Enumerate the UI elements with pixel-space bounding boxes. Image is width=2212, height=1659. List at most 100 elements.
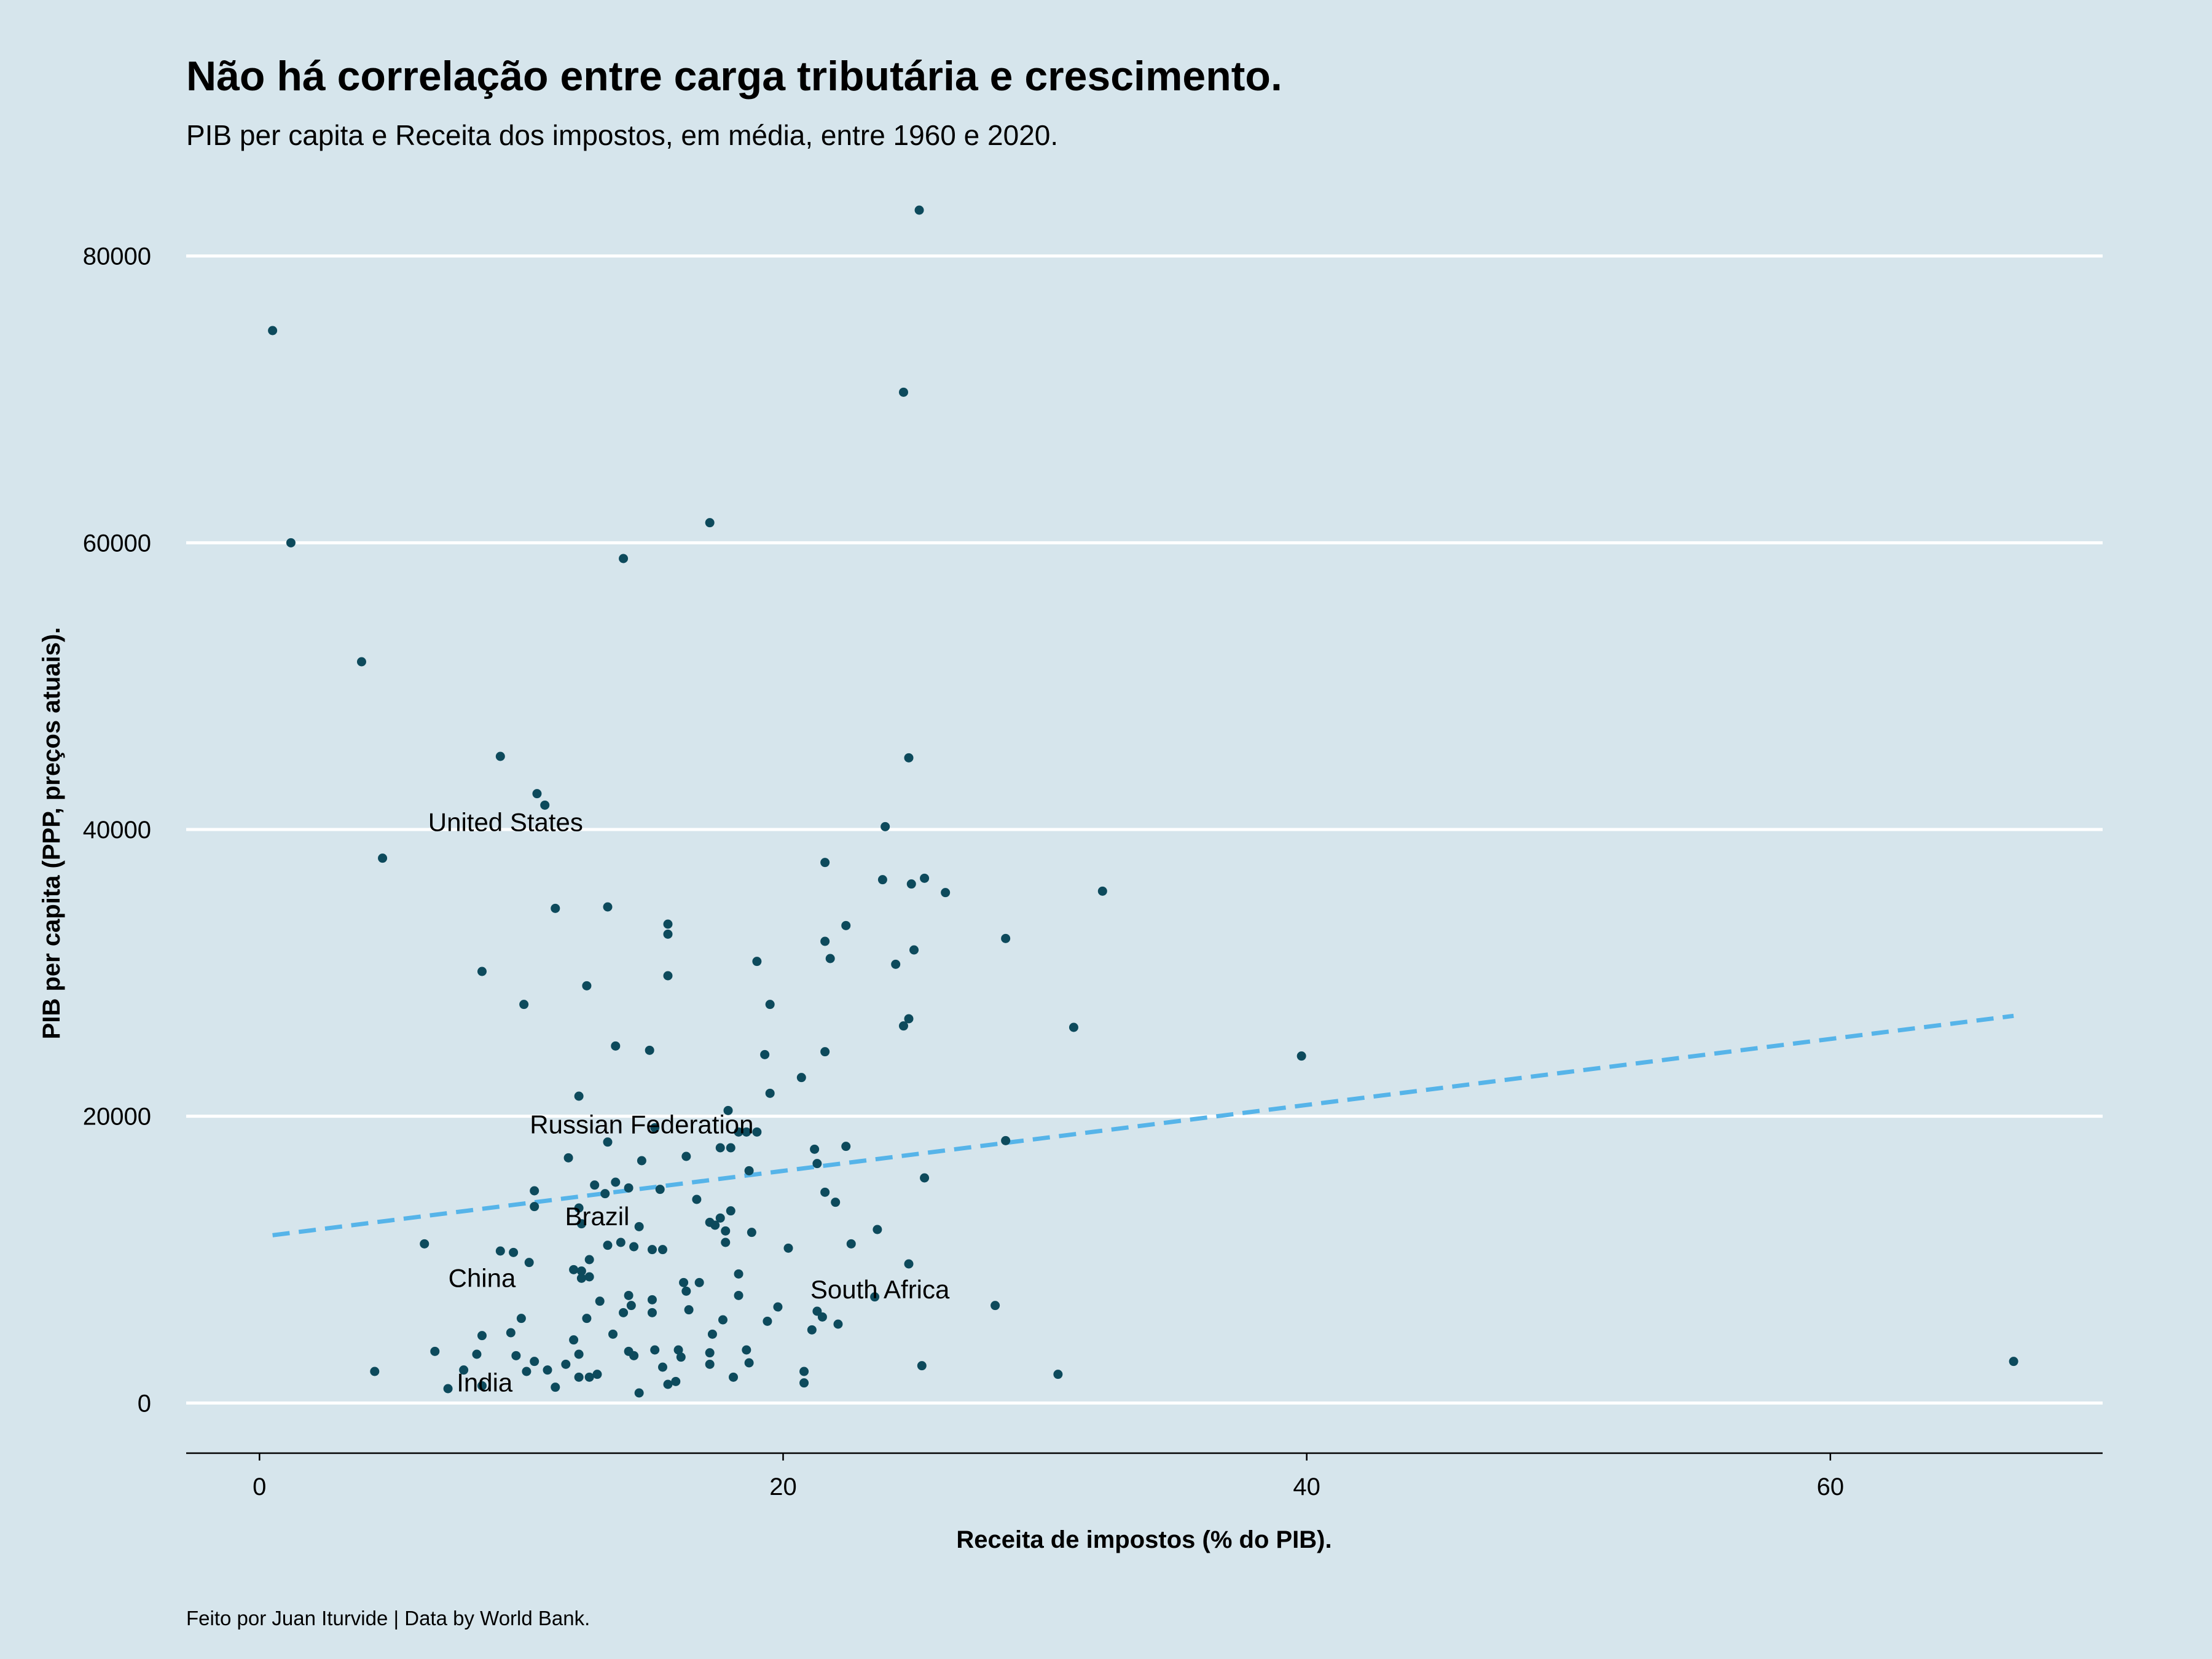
x-tick-label: 40 bbox=[1293, 1473, 1320, 1500]
data-point bbox=[561, 1359, 571, 1369]
data-point bbox=[721, 1237, 731, 1247]
data-point bbox=[684, 1305, 694, 1315]
data-point bbox=[657, 1245, 667, 1255]
data-point bbox=[574, 1349, 584, 1359]
data-point bbox=[820, 1047, 830, 1057]
data-point bbox=[742, 1127, 751, 1137]
data-point bbox=[765, 1000, 775, 1010]
data-point bbox=[831, 1198, 841, 1207]
data-point bbox=[760, 1049, 770, 1059]
x-tick-label: 0 bbox=[253, 1473, 266, 1500]
data-point bbox=[679, 1277, 689, 1287]
data-point bbox=[459, 1365, 469, 1375]
data-point bbox=[1001, 933, 1011, 943]
data-point bbox=[603, 902, 613, 912]
x-axis-ticks: 0 20 40 60 bbox=[253, 1453, 1844, 1500]
data-point bbox=[773, 1302, 783, 1312]
data-point bbox=[877, 875, 887, 885]
data-point bbox=[443, 1384, 453, 1394]
data-point bbox=[747, 1228, 756, 1237]
data-point bbox=[286, 538, 296, 547]
data-point bbox=[796, 1073, 806, 1083]
data-point bbox=[524, 1258, 534, 1268]
data-point bbox=[820, 858, 830, 868]
data-point bbox=[603, 1241, 613, 1250]
data-point bbox=[511, 1351, 521, 1360]
data-point bbox=[914, 205, 924, 215]
data-point bbox=[647, 1308, 657, 1317]
y-tick-label: 0 bbox=[138, 1390, 151, 1417]
data-point bbox=[608, 1329, 618, 1339]
data-point bbox=[744, 1166, 754, 1175]
data-point bbox=[694, 1277, 704, 1287]
data-point bbox=[563, 1153, 573, 1163]
data-point bbox=[817, 1312, 827, 1322]
data-point bbox=[530, 1202, 539, 1212]
data-point bbox=[629, 1242, 639, 1252]
data-point bbox=[734, 1290, 743, 1300]
data-point bbox=[707, 1329, 717, 1339]
data-point bbox=[742, 1345, 751, 1355]
data-point bbox=[820, 1187, 830, 1197]
data-point bbox=[734, 1269, 743, 1279]
data-point bbox=[692, 1194, 702, 1204]
data-point bbox=[765, 1088, 775, 1098]
data-point bbox=[681, 1151, 691, 1161]
y-axis-label: PIB per capita (PPP, preços atuais). bbox=[38, 627, 65, 1040]
data-point bbox=[904, 1259, 914, 1269]
data-point bbox=[841, 1142, 851, 1151]
data-point bbox=[522, 1367, 531, 1376]
data-point bbox=[611, 1041, 621, 1051]
annotation-label: United States bbox=[428, 807, 583, 836]
data-point bbox=[671, 1376, 681, 1386]
data-point bbox=[637, 1156, 646, 1166]
data-point bbox=[584, 1372, 594, 1382]
data-point bbox=[820, 936, 830, 946]
data-point bbox=[663, 919, 673, 929]
gridlines bbox=[186, 254, 2103, 1405]
data-point bbox=[763, 1316, 772, 1326]
data-point bbox=[420, 1239, 429, 1249]
data-point bbox=[634, 1222, 644, 1231]
data-point bbox=[663, 1379, 673, 1389]
data-point bbox=[1097, 886, 1107, 896]
data-point bbox=[807, 1325, 817, 1335]
y-tick-label: 20000 bbox=[83, 1104, 151, 1131]
data-point bbox=[752, 1127, 762, 1137]
data-point bbox=[477, 1381, 487, 1390]
data-point bbox=[705, 518, 715, 528]
data-point bbox=[676, 1352, 686, 1362]
data-point bbox=[812, 1159, 822, 1169]
chart-caption: Feito por Juan Iturvide | Data by World … bbox=[186, 1607, 590, 1630]
data-point bbox=[611, 1177, 621, 1187]
data-point bbox=[576, 1266, 586, 1276]
data-point bbox=[634, 1388, 644, 1398]
data-point bbox=[551, 1382, 560, 1392]
data-point bbox=[477, 967, 487, 976]
data-point bbox=[569, 1335, 579, 1345]
data-point bbox=[1053, 1370, 1063, 1379]
chart-title: Não há correlação entre carga tributária… bbox=[186, 53, 1282, 100]
data-point bbox=[595, 1296, 605, 1306]
data-point bbox=[619, 1308, 629, 1317]
data-point bbox=[898, 387, 908, 397]
data-point bbox=[891, 959, 901, 969]
annotation-label: Brazil bbox=[565, 1202, 629, 1231]
data-point bbox=[574, 1203, 584, 1213]
data-point bbox=[576, 1273, 586, 1283]
data-point bbox=[904, 753, 914, 763]
data-point bbox=[509, 1247, 519, 1257]
data-point bbox=[370, 1367, 380, 1376]
data-point bbox=[799, 1367, 809, 1376]
data-point bbox=[519, 1000, 529, 1010]
data-point bbox=[673, 1345, 683, 1355]
data-point bbox=[904, 1014, 914, 1024]
data-point bbox=[655, 1185, 665, 1194]
data-point bbox=[650, 1345, 660, 1355]
data-point bbox=[752, 957, 762, 967]
data-point bbox=[663, 971, 673, 981]
data-point bbox=[516, 1314, 526, 1324]
data-point bbox=[744, 1358, 754, 1368]
data-point bbox=[1069, 1022, 1078, 1032]
